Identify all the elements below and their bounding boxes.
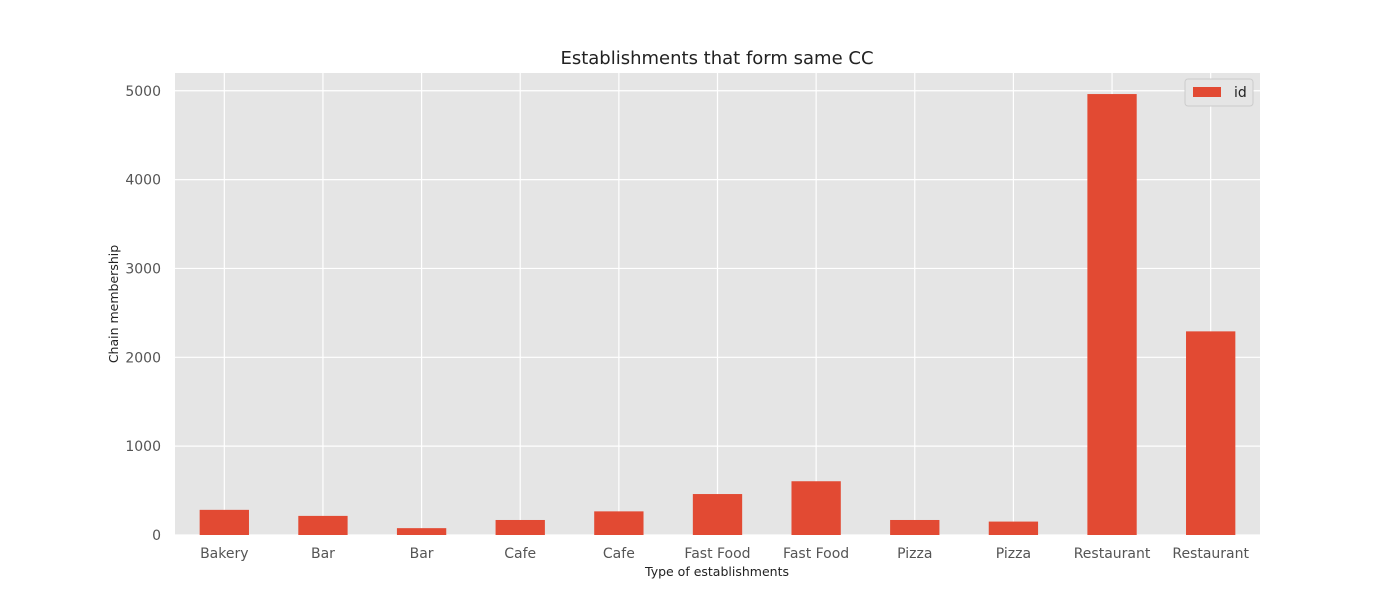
bar bbox=[396, 528, 447, 535]
x-tick-label: Bar bbox=[311, 546, 335, 562]
y-axis-label: Chain membership bbox=[106, 245, 121, 363]
y-tick-label: 5000 bbox=[125, 84, 161, 100]
y-tick-label: 2000 bbox=[125, 350, 161, 366]
x-tick-label: Pizza bbox=[897, 546, 932, 562]
y-tick-label: 4000 bbox=[125, 173, 161, 189]
x-tick-label: Fast Food bbox=[684, 546, 750, 562]
bar bbox=[199, 509, 249, 535]
x-tick-label: Restaurant bbox=[1172, 546, 1249, 562]
legend-label: id bbox=[1234, 85, 1247, 101]
legend: id bbox=[1184, 78, 1254, 107]
chart-title: Establishments that form same CC bbox=[560, 48, 873, 69]
bars bbox=[199, 94, 1236, 535]
bar bbox=[692, 494, 743, 535]
bar bbox=[594, 511, 644, 535]
grid-lines bbox=[175, 73, 1260, 536]
bar bbox=[1186, 331, 1236, 535]
bar bbox=[890, 519, 940, 535]
x-tick-label: Fast Food bbox=[783, 546, 849, 562]
x-tick-label: Cafe bbox=[603, 546, 635, 562]
y-tick-label: 1000 bbox=[125, 439, 161, 455]
x-tick-label: Pizza bbox=[996, 546, 1031, 562]
x-tick-label: Restaurant bbox=[1074, 546, 1151, 562]
bar bbox=[495, 519, 545, 535]
bar bbox=[1087, 94, 1137, 535]
y-tick-label: 0 bbox=[152, 528, 161, 544]
x-axis-ticks: Bakery Bar Bar Cafe Cafe Fast Food Fast Food Pi… bbox=[200, 546, 1249, 562]
x-tick-label: Bakery bbox=[200, 546, 248, 562]
y-tick-label: 3000 bbox=[125, 261, 161, 277]
legend-swatch bbox=[1193, 87, 1221, 97]
bar bbox=[298, 515, 348, 535]
bar bbox=[988, 521, 1039, 535]
x-tick-label: Bar bbox=[410, 546, 434, 562]
y-axis-ticks: 0 1000 2000 3000 4000 5000 bbox=[125, 84, 161, 544]
x-tick-label: Cafe bbox=[504, 546, 536, 562]
bar bbox=[791, 481, 841, 535]
x-axis-label: Type of establishments bbox=[644, 564, 789, 579]
